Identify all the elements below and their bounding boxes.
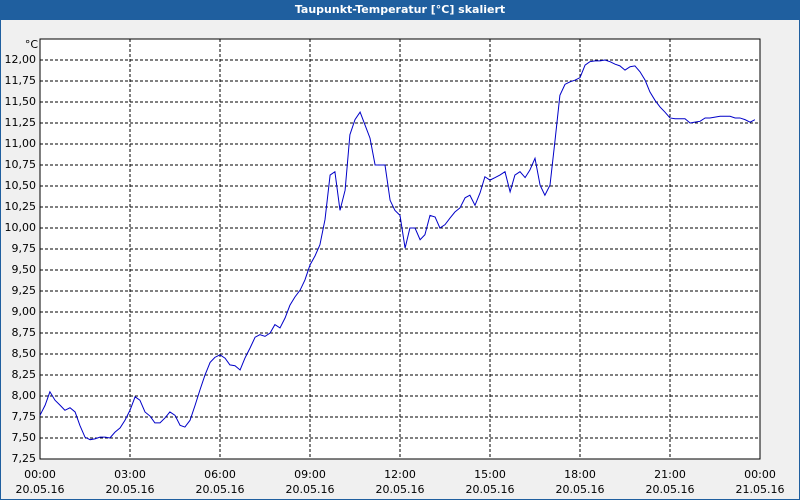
x-tick-label: 15:00 — [474, 468, 506, 481]
x-tick-date: 20.05.16 — [376, 483, 425, 496]
x-tick-date: 20.05.16 — [196, 483, 245, 496]
x-tick-label: 09:00 — [294, 468, 326, 481]
y-tick-label: 7,75 — [12, 410, 37, 423]
y-tick-label: 9,00 — [12, 305, 37, 318]
y-tick-label: 10,25 — [5, 200, 37, 213]
y-tick-label: 8,00 — [12, 389, 37, 402]
y-tick-label: 7,50 — [12, 431, 37, 444]
x-tick-label: 18:00 — [564, 468, 596, 481]
y-tick-label: 12,00 — [5, 53, 37, 66]
x-tick-label: 12:00 — [384, 468, 416, 481]
x-tick-date: 20.05.16 — [646, 483, 695, 496]
y-unit: °C — [25, 38, 39, 51]
x-tick-label: 03:00 — [114, 468, 146, 481]
y-tick-label: 9,25 — [12, 284, 37, 297]
x-tick-label: 06:00 — [204, 468, 236, 481]
plot-frame — [39, 38, 761, 460]
y-tick-label: 10,75 — [5, 158, 37, 171]
x-tick-date: 20.05.16 — [106, 483, 155, 496]
y-tick-label: 11,25 — [5, 116, 37, 129]
y-tick-label: 9,50 — [12, 263, 37, 276]
y-tick-label: 8,25 — [12, 368, 37, 381]
x-tick-label: 21:00 — [654, 468, 686, 481]
y-tick-label: 11,75 — [5, 74, 37, 87]
x-tick-label: 00:00 — [744, 468, 776, 481]
y-tick-label: 10,00 — [5, 221, 37, 234]
y-tick-label: 10,50 — [5, 179, 37, 192]
chart-title: Taupunkt-Temperatur [°C] skaliert — [295, 3, 505, 16]
y-tick-label: 8,50 — [12, 347, 37, 360]
x-tick-date: 20.05.16 — [286, 483, 335, 496]
y-tick-label: 8,75 — [12, 326, 37, 339]
y-tick-label: 11,50 — [5, 95, 37, 108]
title-bar — [0, 0, 800, 20]
x-tick-date: 20.05.16 — [556, 483, 605, 496]
x-tick-date: 21.05.16 — [736, 483, 785, 496]
x-tick-date: 20.05.16 — [16, 483, 65, 496]
data-line — [39, 59, 756, 441]
y-tick-label: 11,00 — [5, 137, 37, 150]
y-tick-label: 9,75 — [12, 242, 37, 255]
y-tick-label: 7,25 — [12, 452, 37, 465]
x-tick-label: 00:00 — [24, 468, 56, 481]
x-tick-date: 20.05.16 — [466, 483, 515, 496]
